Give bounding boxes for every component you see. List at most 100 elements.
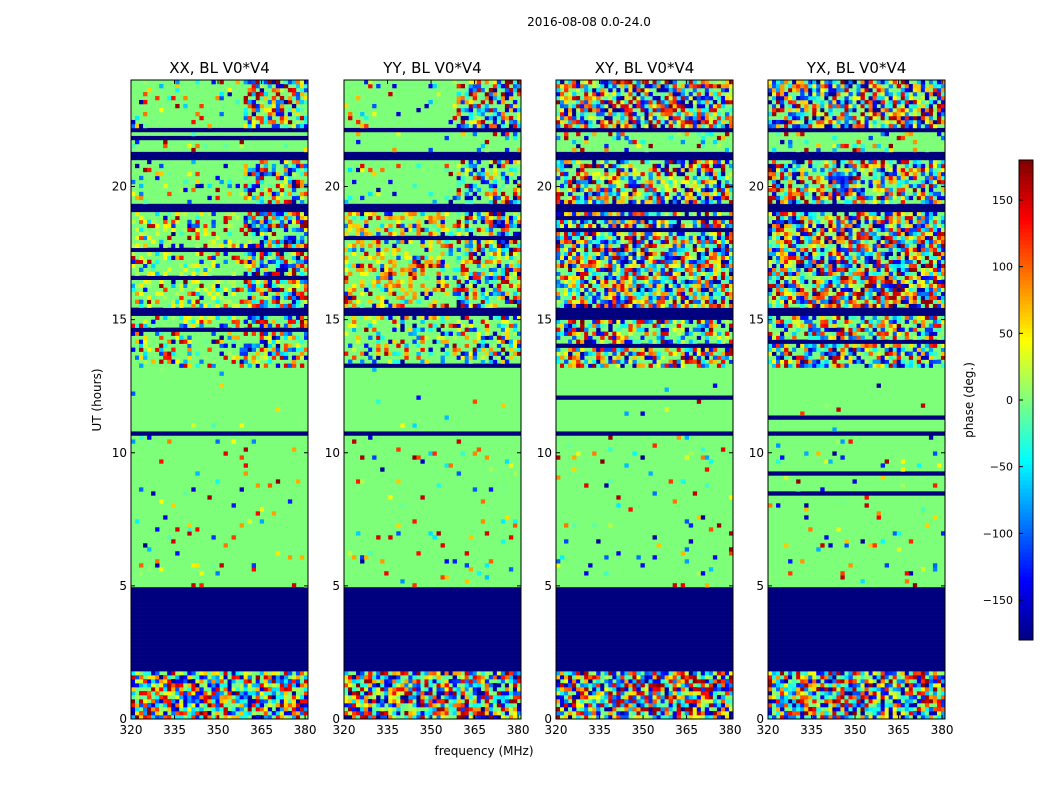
heatmap-cell [187,363,192,368]
heatmap-cell [287,119,293,125]
heatmap-cell [352,295,357,300]
heatmap-cell [680,583,686,588]
heatmap-cell [187,531,192,536]
heatmap-cell [512,695,518,700]
heatmap-cell [692,671,698,676]
heatmap-cell [163,679,168,684]
heatmap-cell [556,715,561,720]
heatmap-cell [676,675,682,680]
heatmap-cell [484,715,490,720]
heatmap-cell [400,327,405,332]
heatmap-cell [183,179,188,185]
heatmap-cell [504,231,510,237]
heatmap-cell [279,691,285,696]
heatmap-cell [708,319,714,324]
heatmap-cell [263,167,269,173]
heatmap-cell [512,315,518,320]
heatmap-cell [468,107,474,113]
flagged-row [131,155,309,161]
heatmap-cell [464,227,470,233]
heatmap-cell [456,255,461,261]
heatmap-cell [275,331,281,336]
heatmap-cell [348,703,353,708]
heatmap-cell [476,331,482,336]
heatmap-cell [500,223,506,229]
heatmap-cell [291,355,297,360]
heatmap-cell [368,323,373,328]
heatmap-cell [376,675,381,680]
heatmap-cell [508,251,514,257]
heatmap-cell [263,351,269,356]
heatmap-cell [492,683,498,688]
heatmap-cell [716,671,722,676]
heatmap-cell [279,715,285,720]
flagged-row [556,311,734,316]
heatmap-cell [456,219,461,225]
heatmap-cell [484,711,490,716]
heatmap-cell [139,219,144,225]
heatmap-cell [512,103,518,109]
heatmap-cell [432,287,437,292]
heatmap-cell [496,163,502,169]
heatmap-cell [504,175,510,181]
heatmap-cell [576,351,581,356]
heatmap-cell [364,715,369,720]
heatmap-cell [159,707,164,712]
heatmap-cell [680,363,686,368]
heatmap-cell [500,91,506,97]
flagged-row [556,651,734,656]
heatmap-cell [640,695,645,700]
heatmap-cell [255,91,261,97]
heatmap-cell [255,287,261,292]
heatmap-cell [231,243,236,249]
heatmap-cell [636,351,641,356]
heatmap-cell [267,295,273,300]
heatmap-cell [215,235,220,241]
heatmap-cell [348,247,353,253]
heatmap-cell [556,683,561,688]
heatmap-cell [716,299,722,304]
heatmap-cell [444,707,449,712]
heatmap-cell [452,115,457,121]
heatmap-cell [672,671,677,676]
heatmap-cell [488,99,494,105]
heatmap-cell [207,363,212,368]
heatmap-cell [512,223,518,229]
heatmap-cell [456,83,461,89]
heatmap-cell [287,271,293,276]
heatmap-cell [376,279,381,284]
heatmap-cell [356,267,361,272]
heatmap-cell [183,215,188,221]
heatmap-cell [287,251,293,257]
heatmap-cell [267,271,273,276]
heatmap-cell [368,435,373,440]
heatmap-cell [448,251,453,257]
flagged-row [556,595,734,600]
heatmap-cell [175,671,180,676]
heatmap-cell [392,683,397,688]
flagged-row [344,203,522,209]
heatmap-cell [492,275,498,280]
heatmap-cell [688,675,694,680]
heatmap-cell [131,283,136,288]
heatmap-cell [151,239,156,245]
heatmap-cell [179,283,184,288]
heatmap-cell [580,695,585,700]
heatmap-cell [155,251,160,257]
heatmap-cell [596,703,601,708]
heatmap-cell [191,263,196,269]
heatmap-cell [572,287,577,292]
heatmap-cell [283,259,289,265]
heatmap-cell [436,679,441,684]
heatmap-cell [516,347,522,352]
heatmap-cell [171,539,176,544]
heatmap-cell [704,675,710,680]
heatmap-cell [179,295,184,300]
heatmap-cell [255,243,261,249]
heatmap-cell [227,179,232,185]
heatmap-cell [476,147,482,153]
heatmap-cell [508,535,514,540]
heatmap-cell [428,243,433,249]
heatmap-cell [364,707,369,712]
heatmap-cell [303,107,309,113]
